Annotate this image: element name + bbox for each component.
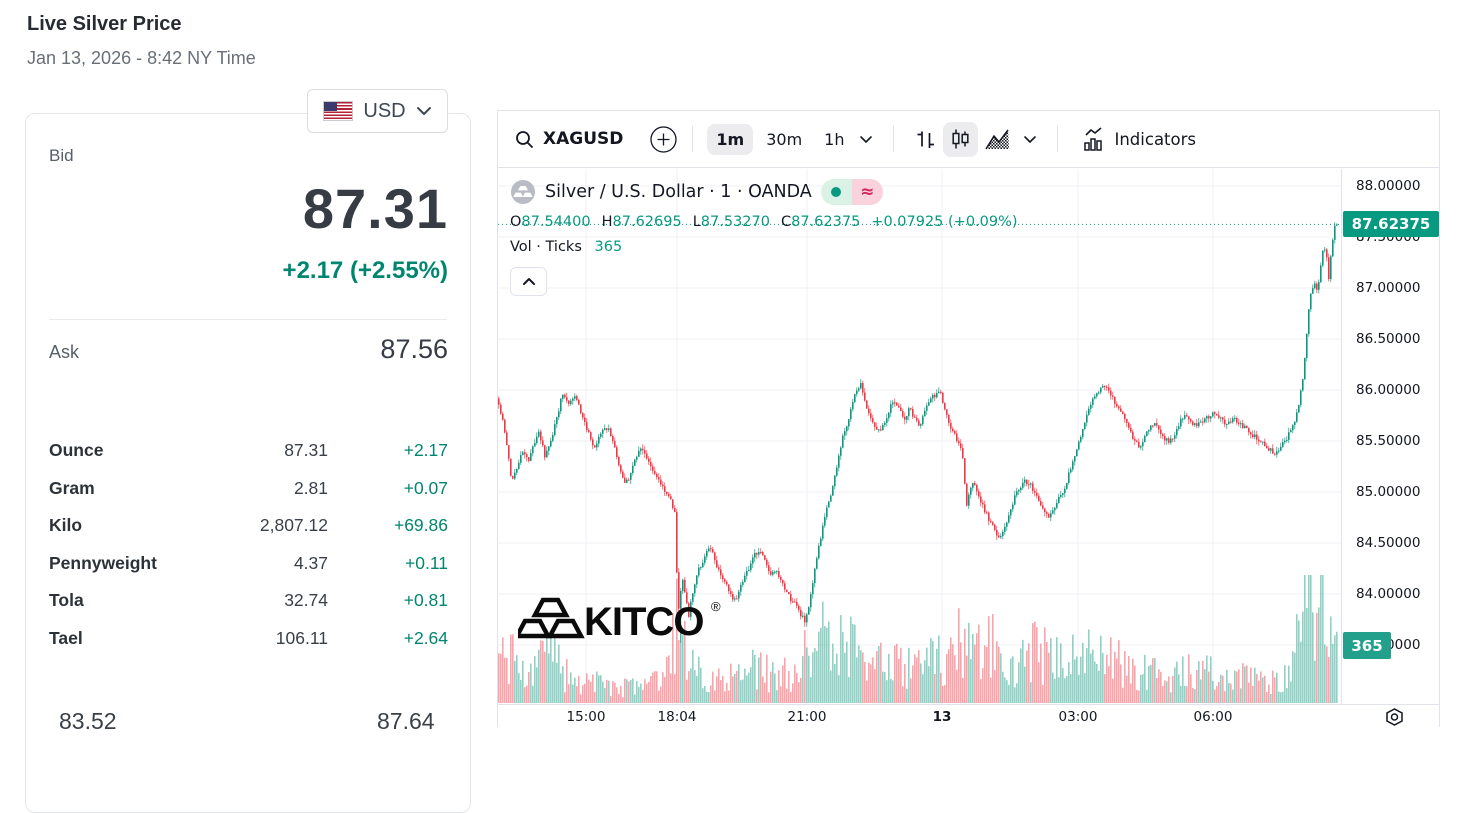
search-icon[interactable] — [515, 130, 534, 149]
price-tick: 84.50000 — [1356, 535, 1421, 551]
area-style-button[interactable] — [978, 122, 1017, 157]
market-open-dot-icon — [820, 179, 852, 205]
svg-text:®: ® — [711, 599, 721, 614]
divider — [49, 319, 447, 320]
currency-dropdown[interactable]: USD — [307, 89, 448, 133]
table-row-pennyweight: Pennyweight 4.37 +0.11 — [49, 552, 448, 573]
close-value: 87.62375 — [791, 214, 861, 230]
current-price-label: 87.62375 — [1343, 211, 1439, 238]
price-tick: 86.50000 — [1356, 331, 1421, 347]
area-chart-icon — [985, 129, 1010, 149]
legend-title[interactable]: Silver / U.S. Dollar · 1 · OANDA — [545, 182, 812, 202]
indicators-icon — [1084, 126, 1103, 151]
interval-group: 1m 30m 1h — [707, 123, 853, 155]
bid-label: Bid — [49, 146, 74, 165]
toolbar-separator — [893, 126, 895, 152]
svg-text:KITCO: KITCO — [584, 600, 703, 641]
ohlc-row: O87.54400 H87.62695 L87.53270 C87.62375 … — [510, 214, 1018, 230]
time-tick: 18:04 — [657, 709, 697, 725]
interval-1h[interactable]: 1h — [824, 129, 845, 149]
indicators-button[interactable]: Indicators — [1072, 121, 1202, 158]
table-row-tola: Tola 32.74 +0.81 — [49, 590, 448, 611]
style-menu-button[interactable] — [1017, 129, 1043, 150]
volume-row: Vol · Ticks 365 — [510, 239, 1018, 255]
currency-value: USD — [363, 99, 406, 122]
time-tick: 21:00 — [787, 709, 827, 725]
time-tick: 13 — [932, 709, 952, 725]
indicators-label: Indicators — [1114, 129, 1196, 149]
unit-price-table: Ounce 87.31 +2.17 Gram 2.81 +0.07 Kilo 2… — [49, 432, 448, 658]
symbol-search-button[interactable]: XAGUSD — [543, 129, 624, 149]
page-datetime: Jan 13, 2026 - 8:42 NY Time — [27, 48, 256, 68]
chart-toolbar: XAGUSD 1m 30m 1h — [498, 111, 1439, 168]
price-tick: 88.00000 — [1356, 178, 1421, 194]
chart-legend: Silver / U.S. Dollar · 1 · OANDA ≈ O87.5… — [510, 179, 1018, 296]
interval-30m[interactable]: 30m — [766, 129, 803, 149]
candlestick-chart-icon — [952, 129, 970, 148]
compare-add-icon[interactable] — [649, 125, 678, 154]
axis-settings-icon[interactable] — [1384, 707, 1405, 727]
bid-price: 87.31 — [302, 177, 448, 240]
chevron-down-icon — [416, 107, 431, 115]
table-row-tael: Tael 106.11 +2.64 — [49, 627, 448, 648]
ask-label: Ask — [49, 342, 80, 362]
legend-collapse-button[interactable] — [510, 267, 547, 296]
candlestick-chart — [498, 169, 1341, 704]
quote-card: Bid 87.31 +2.17 (+2.55%) Ask 87.56 Ounce… — [25, 113, 471, 813]
time-tick: 06:00 — [1193, 709, 1233, 725]
volume-axis-label: 365 — [1343, 632, 1391, 659]
table-row-kilo: Kilo 2,807.12 +69.86 — [49, 515, 448, 536]
price-tick: 86.00000 — [1356, 382, 1421, 398]
bars-style-button[interactable] — [908, 122, 943, 157]
volume-label: Vol · Ticks — [510, 239, 582, 255]
price-tick: 87.00000 — [1356, 280, 1421, 296]
bid-change: +2.17 (+2.55%) — [282, 257, 448, 284]
market-status-pill[interactable]: ≈ — [820, 179, 883, 205]
toolbar-separator — [1057, 126, 1059, 152]
chevron-down-icon — [1024, 135, 1037, 143]
low-value: 87.53270 — [700, 214, 770, 230]
table-row-gram: Gram 2.81 +0.07 — [49, 477, 448, 498]
price-tick: 85.50000 — [1356, 433, 1421, 449]
high-value: 87.62695 — [612, 214, 682, 230]
interval-1m[interactable]: 1m — [707, 123, 754, 155]
chart-pane[interactable]: Silver / U.S. Dollar · 1 · OANDA ≈ O87.5… — [498, 169, 1341, 704]
change-value: +0.07925 (+0.09%) — [871, 214, 1018, 230]
tradingview-chart-widget: XAGUSD 1m 30m 1h — [497, 110, 1440, 727]
table-row-ounce: Ounce 87.31 +2.17 — [49, 440, 448, 460]
ask-price: 87.56 — [380, 334, 448, 364]
kitco-watermark-logo: KITCO ® — [513, 597, 728, 645]
price-tick: 84.00000 — [1356, 586, 1421, 602]
open-value: 87.54400 — [521, 214, 591, 230]
price-tick: 85.00000 — [1356, 484, 1421, 500]
page-title: Live Silver Price — [27, 13, 182, 35]
toolbar-separator — [692, 126, 694, 152]
chevron-down-icon — [860, 135, 873, 143]
interval-menu-button[interactable] — [853, 129, 879, 150]
day-range-high: 87.64 — [377, 708, 435, 734]
silver-symbol-icon — [511, 180, 535, 204]
day-range-low: 83.52 — [59, 708, 117, 734]
chevron-up-icon — [522, 278, 535, 285]
delayed-data-icon: ≈ — [851, 179, 883, 205]
time-tick: 03:00 — [1058, 709, 1098, 725]
price-axis[interactable]: 87.62375 365 88.0000087.5000087.0000086.… — [1341, 169, 1440, 704]
volume-value: 365 — [594, 239, 623, 255]
bars-chart-icon — [917, 131, 935, 148]
candles-style-button[interactable] — [943, 121, 979, 157]
time-axis[interactable]: 15:00 18:04 21:00 13 03:00 06:00 — [498, 704, 1439, 728]
us-flag-icon — [323, 101, 354, 121]
time-tick: 15:00 — [566, 709, 606, 725]
